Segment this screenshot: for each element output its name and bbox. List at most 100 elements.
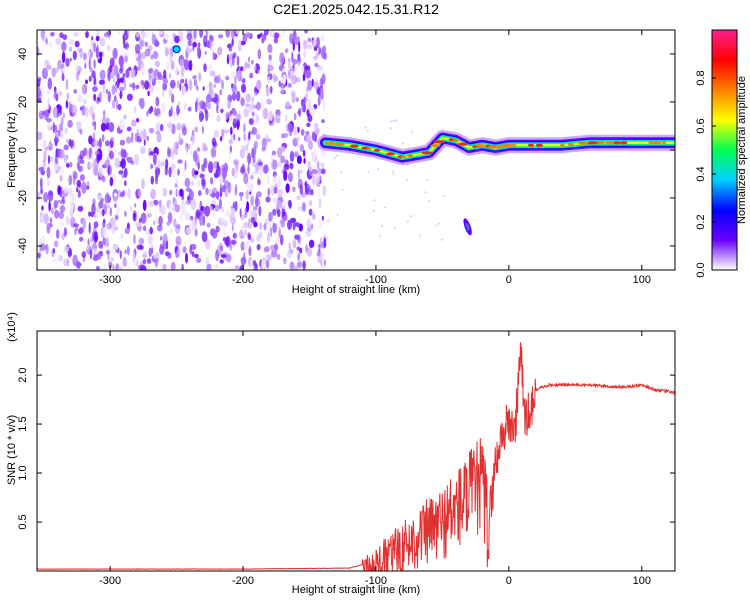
noise-cell: [185, 200, 192, 205]
noise-cell: [156, 224, 163, 232]
noise-cell: [188, 59, 193, 72]
noise-cell: [315, 171, 321, 184]
noise-cell: [292, 137, 298, 147]
noise-cell: [85, 30, 89, 39]
ridge-peak: [366, 147, 372, 151]
noise-cell: [282, 30, 286, 35]
noise-cell: [273, 175, 278, 185]
colorbar-label: Normalized spectral amplitude: [736, 76, 748, 224]
noise-cell: [135, 32, 141, 38]
noise-cell: [287, 219, 292, 230]
noise-cell: [124, 210, 127, 217]
noise-cell: [250, 195, 255, 206]
noise-cell: [144, 48, 151, 57]
snr-x-tick-label: -300: [99, 575, 121, 587]
noise-cell: [269, 227, 273, 238]
noise-cell: [63, 246, 70, 253]
noise-dot: [426, 178, 429, 181]
noise-cell: [49, 217, 53, 224]
noise-cell: [174, 204, 181, 213]
noise-cell: [51, 207, 54, 215]
noise-cell: [199, 100, 205, 109]
noise-cell: [291, 37, 295, 44]
noise-cell: [185, 146, 188, 155]
noise-cell: [231, 30, 235, 40]
noise-cell: [54, 137, 59, 144]
ridge-peak: [604, 141, 614, 145]
noise-cell: [91, 203, 96, 215]
noise-cell: [118, 266, 124, 270]
noise-cell: [197, 190, 202, 197]
noise-cell: [164, 165, 168, 176]
noise-cell: [317, 188, 321, 197]
noise-cell: [267, 187, 270, 197]
noise-cell: [165, 79, 169, 84]
noise-cell: [154, 106, 157, 117]
noise-cell: [225, 209, 230, 217]
noise-cell: [55, 93, 59, 102]
noise-cell: [240, 40, 246, 46]
noise-cell: [155, 122, 160, 132]
noise-cell: [305, 65, 311, 71]
noise-cell: [45, 90, 51, 95]
noise-cell: [44, 68, 47, 77]
ridge-peak: [567, 142, 575, 146]
noise-cell: [179, 58, 184, 68]
noise-cell: [272, 198, 278, 203]
noise-cell: [170, 261, 176, 270]
noise-cell: [199, 173, 205, 179]
noise-cell: [254, 63, 257, 72]
noise-cell: [101, 208, 105, 217]
noise-cell: [321, 215, 324, 221]
noise-cell: [53, 199, 58, 209]
noise-cell: [239, 42, 242, 49]
noise-cell: [248, 131, 251, 141]
noise-cell: [93, 138, 98, 147]
noise-cell: [119, 139, 126, 146]
noise-cell: [173, 147, 179, 156]
noise-cell: [254, 91, 258, 97]
noise-cell: [201, 231, 208, 243]
noise-cell: [161, 243, 167, 250]
noise-cell: [305, 92, 308, 102]
noise-cell: [211, 137, 217, 147]
noise-cell: [205, 30, 208, 40]
noise-cell: [160, 204, 166, 216]
noise-cell: [268, 120, 275, 127]
noise-cell: [47, 122, 52, 130]
noise-cell: [126, 126, 132, 132]
noise-cell: [226, 253, 232, 263]
noise-cell: [182, 85, 187, 93]
isolated-blob-core: [465, 223, 470, 231]
noise-cell: [231, 92, 237, 101]
noise-cell: [219, 174, 224, 185]
noise-cell: [119, 250, 122, 260]
noise-cell: [39, 177, 43, 190]
noise-cell: [109, 150, 114, 160]
noise-cell: [180, 66, 185, 78]
noise-cell: [311, 39, 317, 48]
noise-cell: [292, 220, 296, 231]
noise-cell: [160, 103, 167, 113]
noise-cell: [143, 251, 147, 257]
noise-cell: [277, 188, 284, 198]
noise-cell: [259, 222, 263, 230]
noise-cell: [48, 200, 51, 212]
snr-y-tick-label: 1.5: [17, 416, 29, 431]
noise-cell: [267, 174, 270, 184]
noise-cell: [113, 251, 118, 256]
noise-dot: [390, 120, 392, 123]
noise-cell: [276, 253, 281, 260]
noise-cell: [146, 135, 149, 141]
noise-cell: [152, 50, 159, 60]
noise-cell: [101, 50, 105, 58]
noise-cell: [246, 181, 252, 193]
noise-cell: [138, 237, 145, 245]
noise-cell: [79, 150, 85, 160]
noise-cell: [275, 237, 279, 247]
noise-cell: [217, 34, 224, 39]
noise-cell: [320, 35, 325, 43]
noise-cell: [313, 56, 318, 60]
noise-cell: [88, 222, 91, 234]
noise-cell: [308, 239, 315, 248]
